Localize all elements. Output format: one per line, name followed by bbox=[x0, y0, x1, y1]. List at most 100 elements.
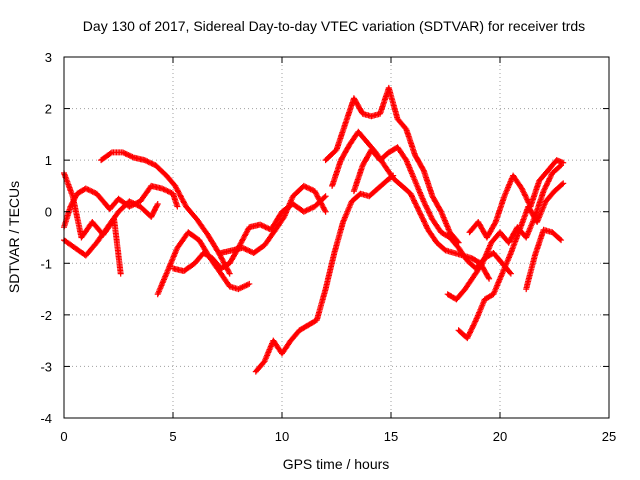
data-point-run bbox=[67, 192, 80, 210]
data-point-run bbox=[398, 182, 413, 196]
data-point-run bbox=[453, 287, 468, 303]
data-point-run bbox=[540, 171, 555, 195]
data-point-run bbox=[148, 202, 161, 220]
data-point-run bbox=[200, 250, 214, 261]
data-point bbox=[226, 270, 233, 277]
data-point-run bbox=[531, 228, 547, 259]
data-point-run bbox=[331, 220, 346, 256]
y-tick-labels: -4 -3 -2 -1 0 1 2 3 bbox=[40, 50, 52, 426]
series-arc-1 bbox=[61, 170, 124, 277]
data-point bbox=[117, 270, 124, 277]
data-point-run bbox=[542, 189, 557, 205]
data-point-run bbox=[250, 243, 267, 256]
data-point-run bbox=[433, 239, 448, 253]
data-point-run bbox=[163, 246, 180, 277]
data-point-run bbox=[296, 322, 310, 334]
series-arc-4 bbox=[98, 149, 233, 277]
data-point-run bbox=[446, 234, 461, 250]
data-point-run bbox=[218, 261, 232, 272]
data-point-run bbox=[390, 175, 404, 188]
data-point-run bbox=[507, 228, 523, 256]
data-point-run bbox=[359, 148, 374, 169]
data-point-run bbox=[82, 185, 99, 196]
data-point-run bbox=[438, 229, 452, 240]
x-axis-label: GPS time / hours bbox=[283, 456, 390, 472]
data-point-run bbox=[523, 254, 538, 293]
data-point bbox=[246, 280, 253, 287]
data-point-run bbox=[119, 149, 136, 160]
data-point-run bbox=[394, 115, 409, 132]
x-tick-label: 25 bbox=[602, 429, 616, 444]
axis-ticks bbox=[63, 56, 610, 419]
y-tick-label: 2 bbox=[45, 102, 52, 117]
data-point-run bbox=[322, 147, 339, 164]
data-point-run bbox=[420, 198, 435, 222]
series-arc-9 bbox=[322, 84, 462, 246]
data-point-run bbox=[425, 226, 439, 245]
data-point-run bbox=[374, 178, 389, 192]
series-arc-14 bbox=[466, 157, 567, 241]
data-point-run bbox=[420, 167, 435, 198]
data-point-run bbox=[464, 318, 479, 342]
data-point-run bbox=[479, 241, 494, 267]
data-point-run bbox=[403, 126, 418, 157]
data-point bbox=[560, 159, 567, 166]
data-point-run bbox=[270, 337, 285, 356]
data-point-run bbox=[355, 128, 370, 144]
data-point-run bbox=[385, 84, 401, 121]
data-point-run bbox=[505, 225, 520, 246]
data-point-run bbox=[104, 210, 121, 231]
data-point-run bbox=[407, 190, 422, 214]
y-tick-label: 1 bbox=[45, 153, 52, 168]
data-point-run bbox=[137, 203, 154, 219]
data-point-run bbox=[350, 95, 365, 116]
x-tick-label: 5 bbox=[169, 429, 176, 444]
data-point bbox=[507, 270, 514, 277]
series-arc-15 bbox=[523, 226, 565, 293]
data-point-run bbox=[287, 328, 302, 344]
data-point bbox=[154, 200, 161, 207]
data-point bbox=[486, 275, 493, 282]
data-point-run bbox=[549, 163, 563, 176]
data-point-run bbox=[381, 162, 396, 180]
data-point-run bbox=[429, 216, 444, 235]
data-point-run bbox=[159, 185, 175, 196]
data-point-run bbox=[82, 240, 99, 259]
data-point-run bbox=[311, 188, 328, 214]
data-point-run bbox=[252, 359, 267, 375]
data-point-run bbox=[549, 229, 563, 243]
series-arc-13 bbox=[455, 180, 567, 342]
x-tick-label: 0 bbox=[60, 429, 67, 444]
data-point-run bbox=[152, 162, 169, 178]
x-tick-label: 20 bbox=[493, 429, 507, 444]
data-point-run bbox=[470, 261, 485, 280]
data-point-run bbox=[412, 177, 427, 203]
series-arc-5 bbox=[154, 229, 253, 298]
y-axis-label: SDTVAR / TECUs bbox=[6, 181, 22, 293]
data-point-run bbox=[481, 292, 496, 303]
data-point-run bbox=[313, 287, 329, 323]
data-point-run bbox=[61, 205, 74, 231]
series-arc-3 bbox=[61, 182, 181, 231]
data-point-run bbox=[340, 199, 355, 225]
data-point-run bbox=[394, 144, 409, 162]
data-point-run bbox=[239, 244, 256, 256]
y-tick-label: -4 bbox=[40, 411, 52, 426]
data-point-run bbox=[490, 272, 505, 298]
data-point-run bbox=[281, 194, 296, 220]
data-point-run bbox=[333, 122, 348, 153]
y-tick-label: -3 bbox=[40, 359, 52, 374]
data-point-run bbox=[163, 172, 178, 188]
series-arc-11 bbox=[350, 144, 514, 277]
data-point bbox=[558, 237, 565, 244]
x-tick-labels: 0 5 10 15 20 25 bbox=[60, 429, 616, 444]
data-point-run bbox=[268, 210, 285, 233]
data-point-run bbox=[93, 225, 110, 246]
data-point-run bbox=[412, 152, 426, 173]
series-arc-7 bbox=[218, 182, 329, 256]
data-point-run bbox=[137, 184, 154, 205]
data-point-run bbox=[416, 208, 431, 232]
data-point-run bbox=[329, 158, 344, 189]
y-tick-label: 3 bbox=[45, 50, 52, 65]
y-tick-label: -2 bbox=[40, 308, 52, 323]
